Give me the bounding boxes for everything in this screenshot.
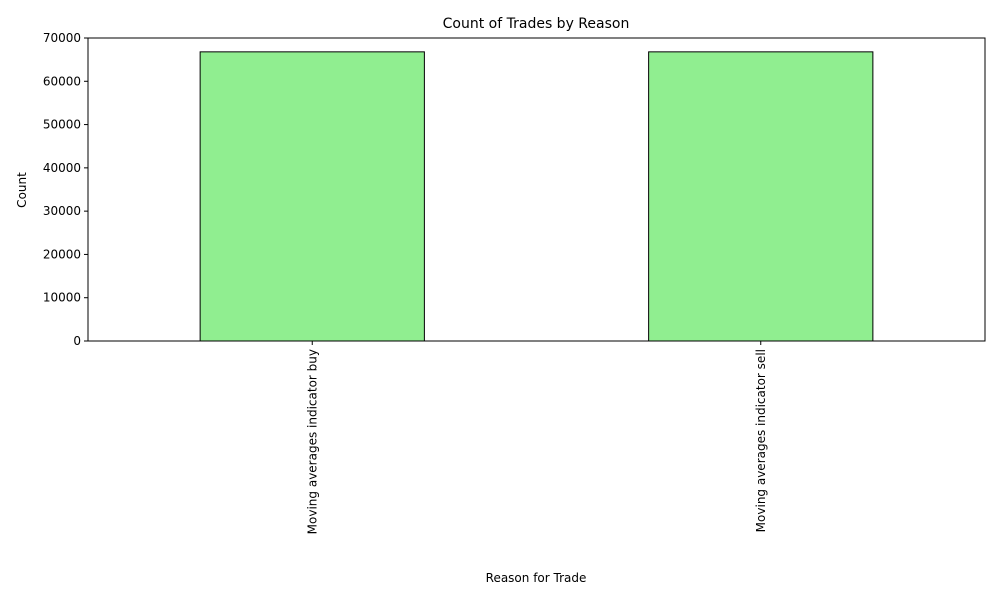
y-ticks-layer: 0 10000 20000 30000 40000 50000 60000 70000 [43,31,88,348]
y-tick-label: 40000 [43,161,81,175]
plot-area-frame [87,37,986,342]
bars-layer [199,51,874,342]
x-tick-label: Moving averages indicator buy [305,349,319,534]
chart-title: Count of Trades by Reason [443,16,630,32]
x-axis-label: Reason for Trade [486,571,587,585]
y-tick-label: 50000 [43,118,81,132]
y-tick-label: 0 [73,334,81,348]
y-tick-label: 70000 [43,31,81,45]
y-tick-label: 30000 [43,204,81,218]
y-axis-label: Count [15,172,29,208]
x-tick-label: Moving averages indicator sell [754,349,768,532]
bar-2 [648,51,874,342]
y-tick-label: 60000 [43,74,81,88]
x-ticks-layer: Moving averages indicator buy Moving aver… [305,341,768,534]
y-tick-label: 10000 [43,291,81,305]
y-tick-label: 20000 [43,247,81,261]
bar-1 [199,51,425,342]
